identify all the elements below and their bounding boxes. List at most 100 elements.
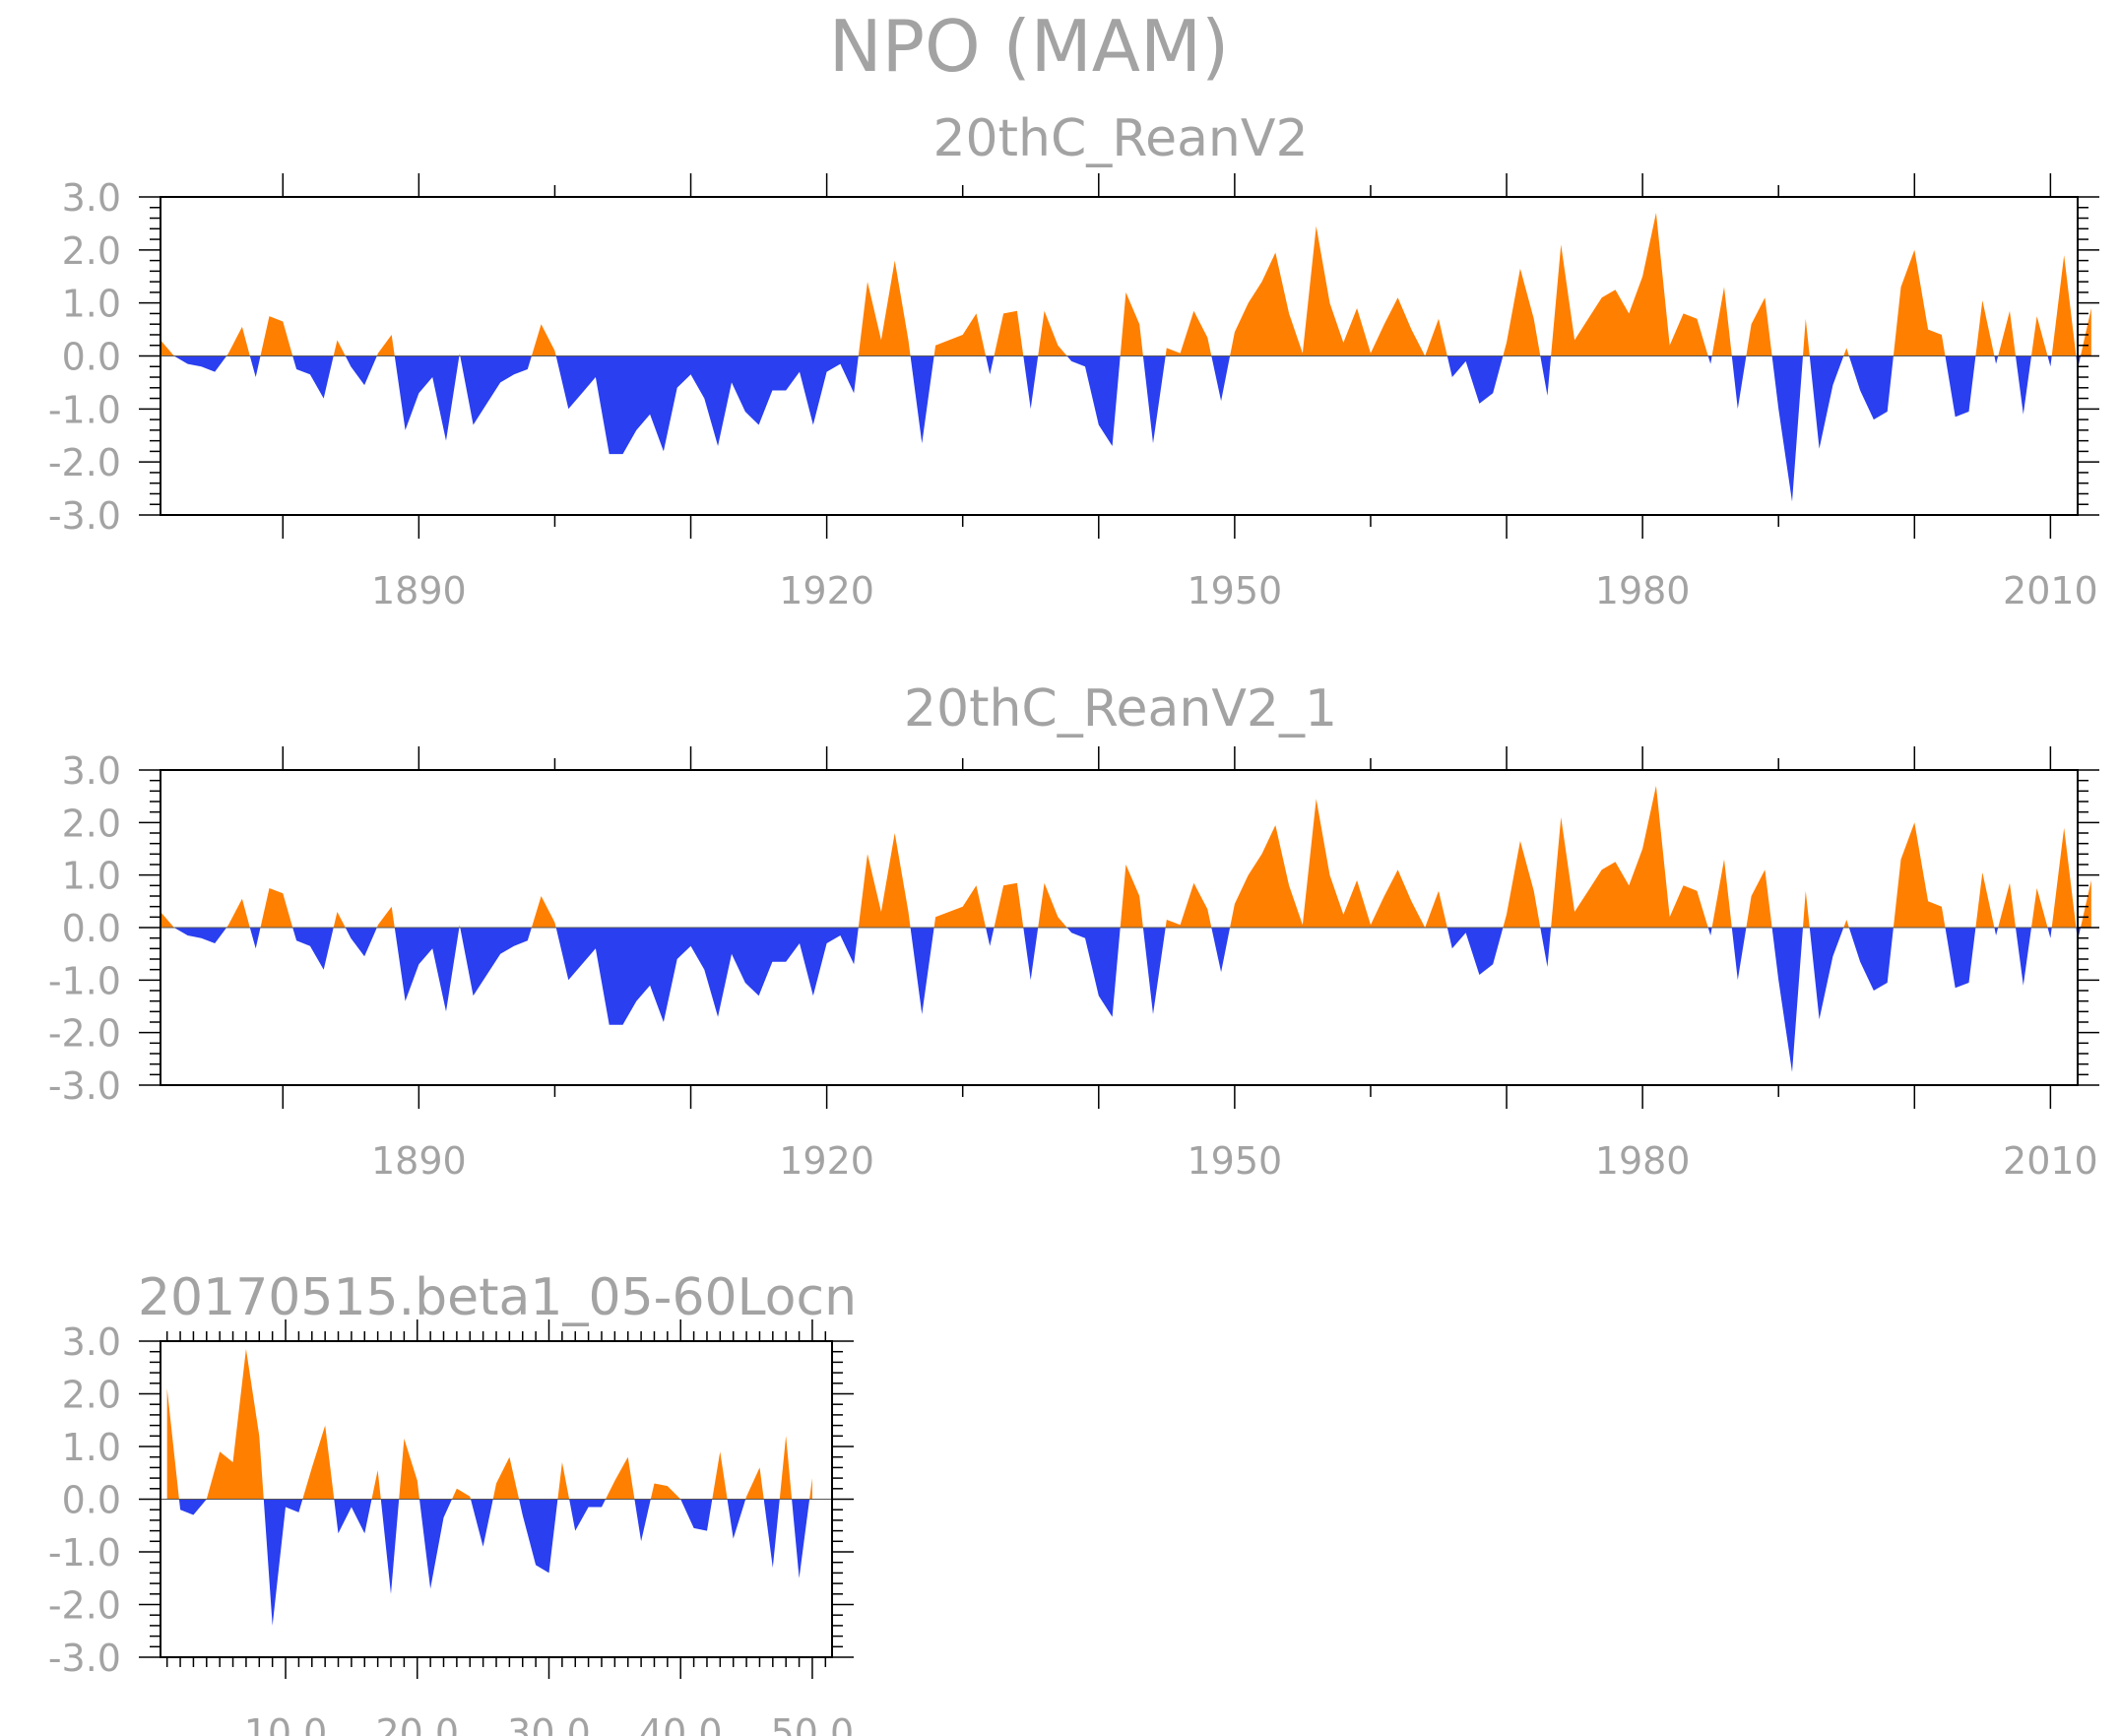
positive-area	[1998, 310, 2016, 356]
negative-area	[1211, 355, 1231, 402]
positive-area	[2031, 888, 2048, 928]
positive-area	[2051, 827, 2077, 928]
positive-area	[459, 353, 461, 356]
negative-area	[1731, 355, 1747, 410]
negative-area	[569, 1499, 606, 1531]
positive-area	[2051, 255, 2077, 356]
positive-area	[260, 316, 293, 356]
panel-title: 20thC_ReanV2_1	[904, 679, 1337, 739]
x-tick-label: 1980	[1595, 1139, 1691, 1183]
positive-area	[2081, 308, 2091, 356]
positive-area	[1843, 920, 1849, 928]
y-tick-label: -2.0	[48, 1012, 121, 1056]
negative-area	[1540, 355, 1552, 396]
negative-area	[249, 355, 261, 377]
x-tick-label: 1890	[371, 1139, 467, 1183]
x-tick-label: 20.0	[375, 1711, 459, 1736]
y-tick-label: -1.0	[48, 388, 121, 431]
y-tick-label: -2.0	[48, 441, 121, 484]
negative-area	[460, 355, 532, 425]
positive-area	[333, 912, 346, 928]
panel-title: 20thC_ReanV2	[932, 109, 1308, 168]
negative-area	[471, 1499, 493, 1547]
positive-area	[933, 885, 987, 928]
positive-area	[531, 324, 556, 356]
negative-area	[763, 1499, 780, 1568]
x-tick-label: 40.0	[639, 1711, 723, 1736]
positive-area	[161, 912, 174, 928]
positive-area	[1120, 865, 1143, 928]
y-tick-label: -1.0	[48, 1531, 121, 1575]
positive-area	[1120, 291, 1143, 356]
x-tick-label: 50.0	[771, 1711, 855, 1736]
negative-area	[2016, 928, 2031, 986]
x-tick-label: 1980	[1595, 569, 1691, 612]
positive-area	[2031, 316, 2048, 356]
negative-area	[1707, 928, 1712, 935]
positive-area	[745, 1467, 764, 1500]
positive-area	[1803, 890, 1810, 928]
negative-area	[334, 1499, 372, 1534]
y-tick-label: 0.0	[62, 336, 121, 379]
x-tick-label: 1950	[1188, 569, 1283, 612]
positive-area	[1803, 318, 1810, 356]
positive-area	[809, 1478, 812, 1500]
x-tick-label: 1950	[1188, 1139, 1283, 1183]
positive-area	[994, 310, 1024, 356]
positive-area	[459, 925, 461, 928]
negative-area	[1023, 928, 1039, 981]
panel-20thc-reanv2-1: 20thC_ReanV2_1 -3.0 -2.0 -1.0 0.0 1.0 2.0 3.0 1…	[48, 679, 2099, 1183]
positive-area	[1503, 841, 1541, 928]
y-tick-label: 0.0	[62, 907, 121, 950]
panel-20thc-reanv2: 20thC_ReanV2 -3.0 -2.0 -1.0 0.0 1.0 2.0 3.0 189…	[48, 109, 2099, 612]
negative-area	[1066, 355, 1121, 446]
positive-area	[1975, 872, 1995, 928]
negative-area	[1540, 928, 1552, 967]
negative-area	[178, 1499, 207, 1515]
negative-area	[792, 1499, 810, 1578]
negative-area	[345, 928, 377, 957]
positive-area	[492, 1456, 520, 1500]
y-tick-label: -1.0	[48, 959, 121, 1002]
positive-area	[2081, 880, 2091, 928]
positive-area	[452, 1488, 471, 1500]
negative-area	[634, 1499, 651, 1542]
positive-area	[302, 1425, 335, 1500]
negative-area	[2016, 355, 2031, 415]
negative-area	[2047, 928, 2052, 938]
negative-area	[680, 1499, 713, 1531]
negative-area	[1142, 355, 1166, 444]
positive-area	[531, 896, 556, 928]
negative-area	[1771, 355, 1803, 502]
positive-area	[606, 1456, 635, 1500]
negative-area	[1771, 928, 1803, 1072]
positive-area	[1551, 786, 1708, 928]
positive-area	[1551, 213, 1708, 356]
negative-area	[394, 928, 460, 1012]
y-tick-label: -3.0	[48, 1637, 121, 1680]
negative-area	[555, 928, 859, 1025]
negative-area	[1945, 928, 1976, 989]
negative-area	[519, 1499, 558, 1574]
negative-area	[2047, 355, 2052, 367]
positive-area	[1230, 225, 1447, 356]
negative-area	[1809, 355, 1844, 449]
y-tick-label: 2.0	[62, 229, 121, 273]
positive-area	[1230, 799, 1447, 928]
positive-area	[858, 833, 911, 928]
positive-area	[1165, 310, 1212, 356]
positive-area	[399, 1439, 419, 1500]
negative-area	[263, 1499, 303, 1626]
negative-area	[292, 355, 334, 399]
negative-area	[986, 928, 995, 946]
x-tick-label: 1890	[371, 569, 467, 612]
positive-area	[376, 906, 395, 928]
negative-area	[1848, 355, 1894, 420]
positive-area	[1165, 882, 1212, 928]
positive-area	[933, 313, 987, 356]
positive-area	[333, 340, 346, 356]
positive-area	[1746, 869, 1772, 928]
negative-area	[555, 355, 859, 455]
panel-title: 20170515.beta1_05-60Locn	[138, 1268, 857, 1327]
